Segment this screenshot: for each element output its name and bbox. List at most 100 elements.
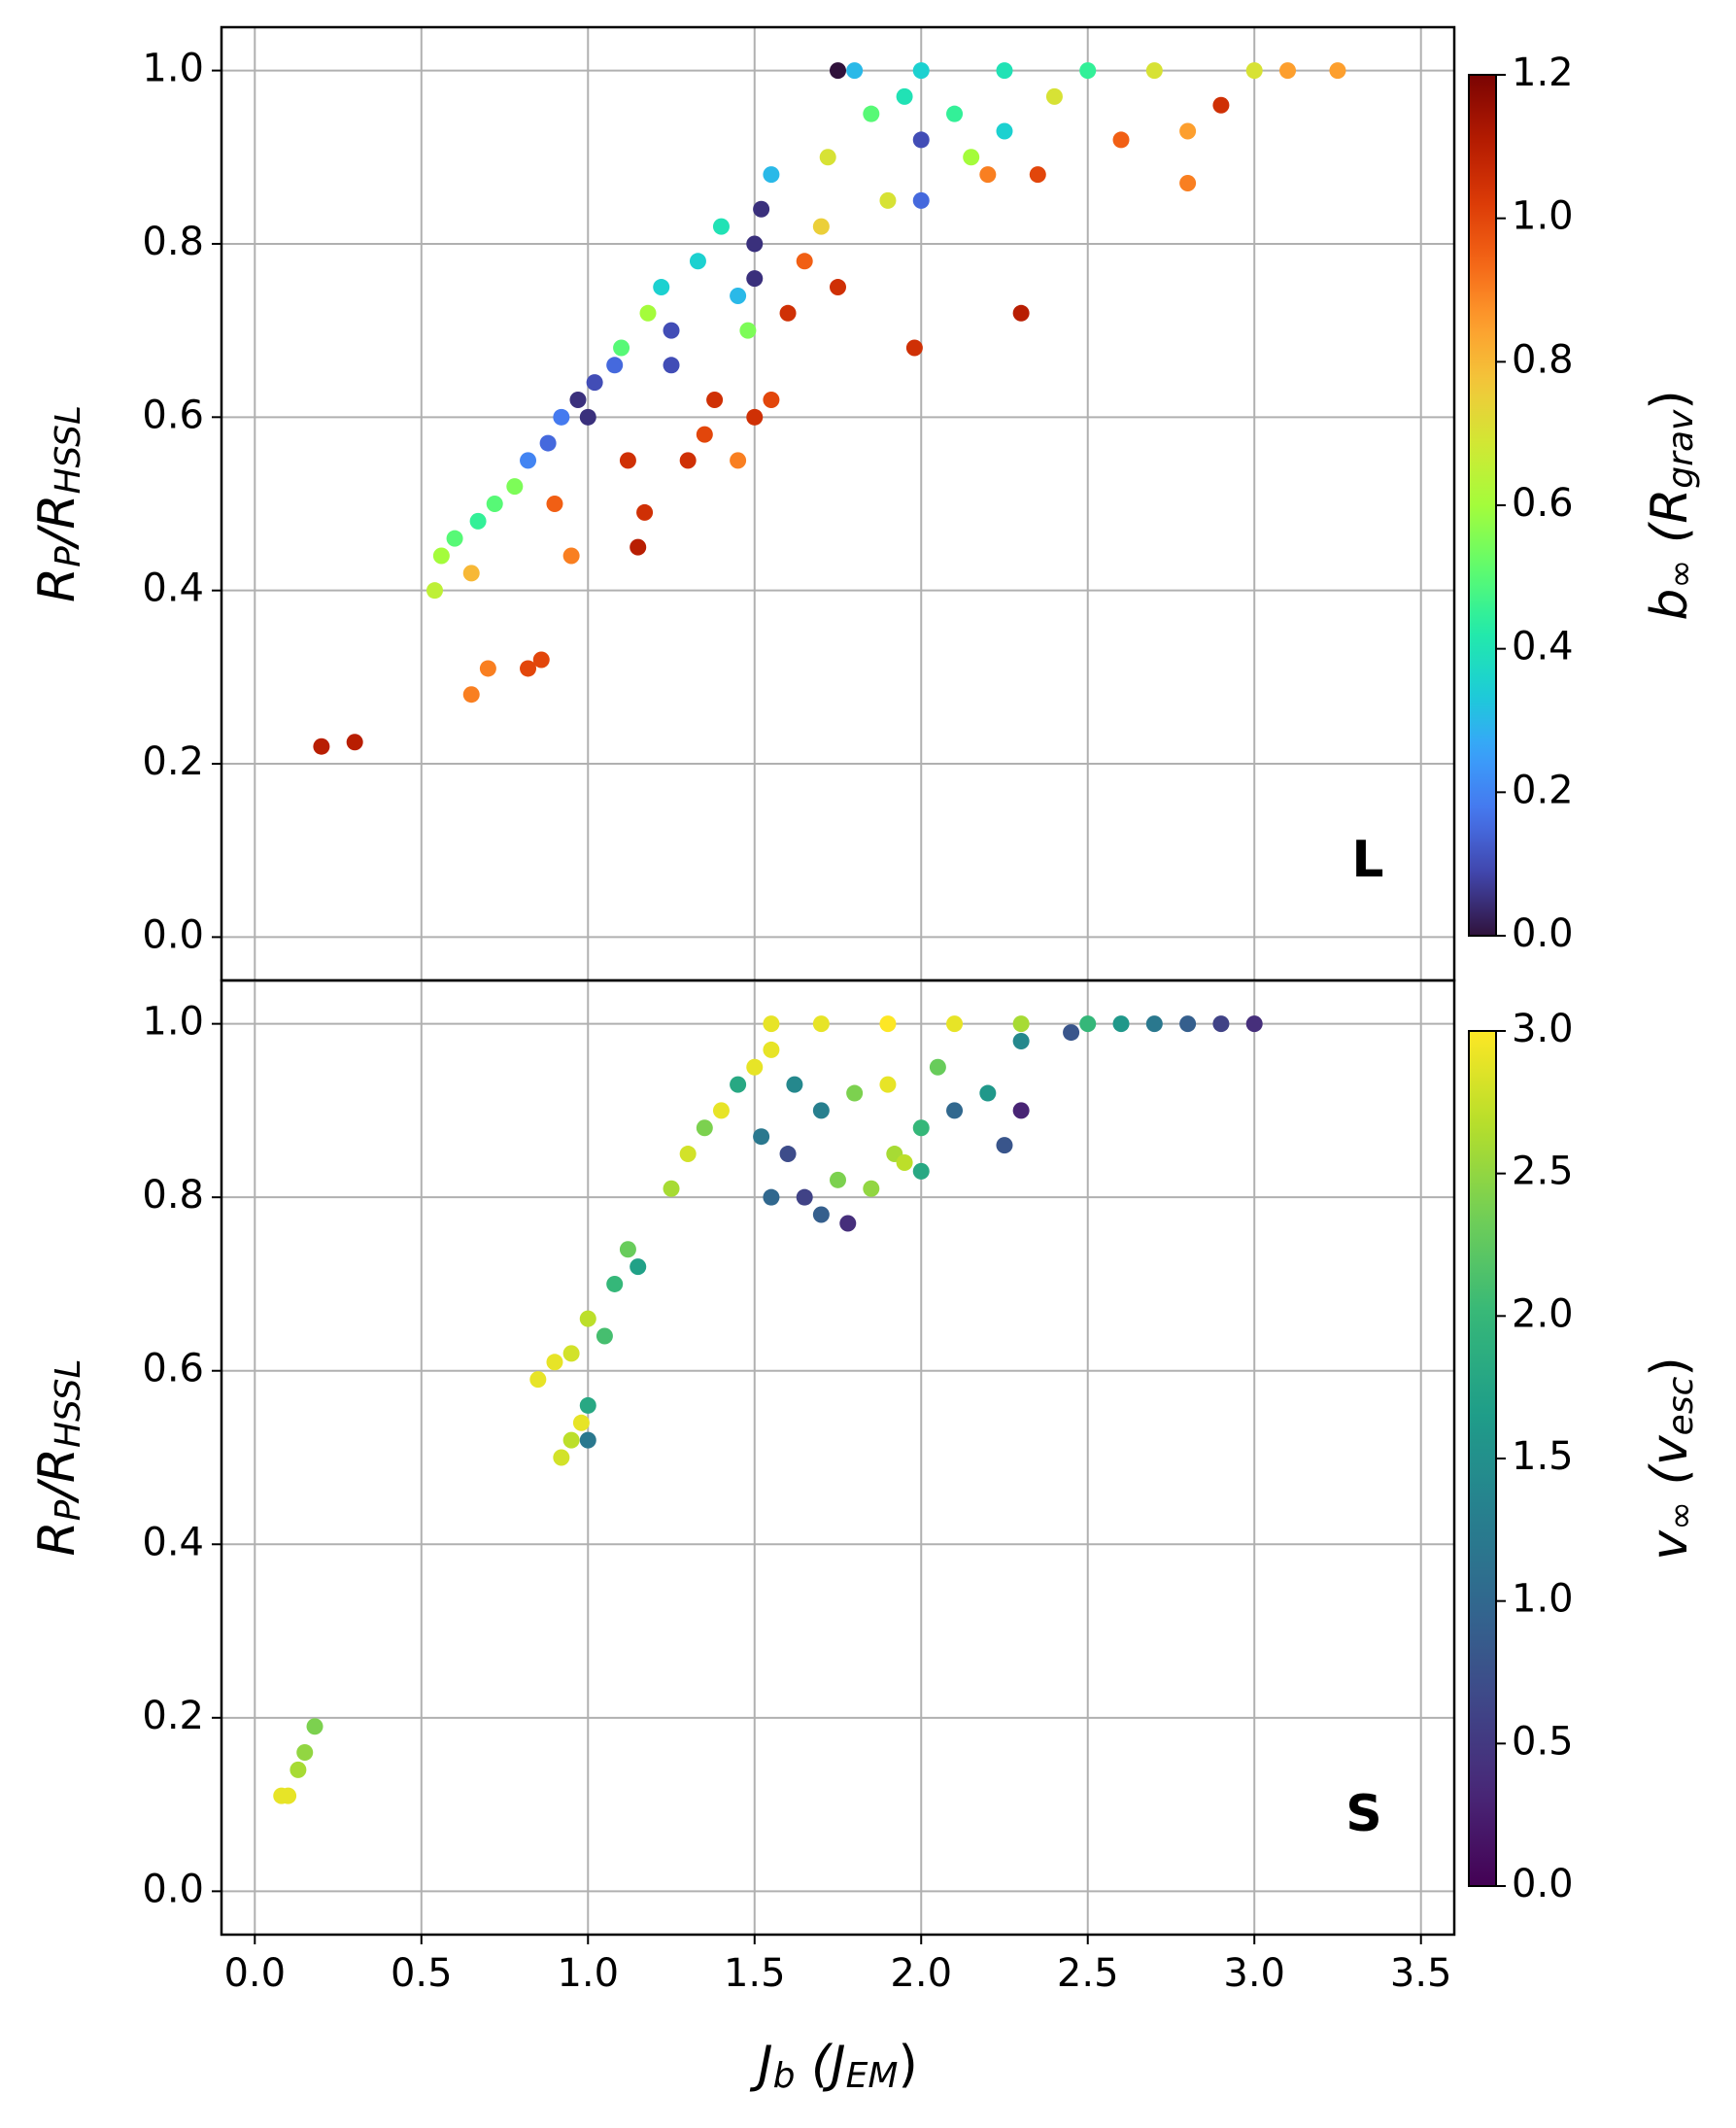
colorbar-label: b∞ (Rgrav): [1641, 390, 1701, 620]
point: [946, 1015, 964, 1033]
point: [879, 1076, 897, 1093]
panel-annotation: S: [1345, 1785, 1381, 1843]
y-tick-label: 1.0: [142, 1000, 204, 1045]
point: [1179, 122, 1197, 140]
point: [486, 496, 503, 512]
y-tick-label: 0.8: [142, 220, 204, 264]
point: [426, 582, 444, 600]
label-text: ): [1641, 1356, 1699, 1376]
point: [979, 1084, 997, 1102]
point: [879, 191, 897, 209]
label-subscript: ∞: [1661, 560, 1701, 589]
point: [912, 1119, 930, 1137]
point: [663, 1180, 680, 1197]
point: [553, 1449, 570, 1466]
label-text: ): [1641, 390, 1699, 409]
plot-frame: [220, 25, 1456, 982]
colorbar-tick-label: 3.0: [1512, 1007, 1574, 1051]
point: [613, 339, 630, 357]
label-text: b: [1641, 589, 1699, 621]
y-tick-label: 0.6: [142, 393, 204, 437]
point: [1012, 304, 1030, 322]
point: [569, 391, 587, 408]
colorbar-tick-label: 2.5: [1512, 1150, 1574, 1194]
label-subscript: HSSL: [49, 405, 88, 495]
point: [529, 1371, 547, 1389]
label-text: R: [28, 1521, 86, 1556]
point: [746, 235, 764, 253]
point: [1179, 175, 1197, 192]
point: [746, 270, 764, 288]
x-tick-label: 1.0: [557, 1951, 619, 1996]
point: [830, 62, 846, 80]
point: [606, 1275, 624, 1292]
colorbar-tick-label: 1.2: [1512, 51, 1574, 95]
point: [946, 1102, 964, 1119]
point: [546, 496, 563, 512]
label-subscript: grav: [1661, 409, 1701, 489]
point: [579, 1396, 596, 1414]
label-subscript: HSSL: [49, 1358, 88, 1448]
point: [562, 1345, 580, 1362]
label-subscript: ∞: [1661, 1501, 1701, 1530]
point: [619, 452, 636, 469]
point: [346, 734, 363, 751]
point: [1063, 1024, 1080, 1042]
point: [905, 339, 923, 357]
point: [572, 1414, 590, 1431]
colorbar-tick-label: 1.0: [1512, 194, 1574, 239]
x-tick-label: 3.0: [1223, 1951, 1285, 1996]
point: [1079, 62, 1097, 80]
point: [1112, 131, 1130, 149]
x-tick-label: 1.5: [724, 1951, 786, 1996]
point: [812, 218, 830, 235]
point: [1212, 96, 1230, 114]
colorbar-tick-label: 0.6: [1512, 481, 1574, 526]
label-text: /R: [28, 495, 86, 551]
point: [1045, 87, 1063, 105]
point: [712, 1102, 730, 1119]
point: [763, 391, 780, 408]
point: [830, 279, 846, 296]
point: [579, 408, 596, 426]
point: [1279, 62, 1297, 80]
point: [630, 538, 647, 556]
point: [679, 452, 697, 469]
label-text: R: [28, 567, 86, 602]
colorbar-tick-label: 0.5: [1512, 1719, 1574, 1764]
point: [946, 105, 964, 122]
point: [663, 322, 680, 339]
point: [912, 131, 930, 149]
point: [586, 374, 603, 392]
point: [753, 200, 770, 218]
y-tick-label: 1.0: [142, 47, 204, 91]
colorbar-tick-label: 0.2: [1512, 768, 1574, 812]
point: [1145, 62, 1163, 80]
point: [553, 408, 570, 426]
point: [462, 565, 480, 582]
point: [846, 1084, 864, 1102]
point: [1329, 62, 1346, 80]
label-text: J: [749, 2036, 772, 2094]
point: [1079, 1015, 1097, 1033]
point: [846, 62, 864, 80]
label-subscript: b: [773, 2056, 796, 2096]
point: [812, 1206, 830, 1223]
point: [663, 357, 680, 374]
points: [313, 62, 1346, 755]
label-text: (R: [1641, 489, 1699, 560]
points: [273, 1015, 1263, 1804]
colorbar-tick-label: 0.0: [1512, 911, 1574, 956]
point: [730, 1076, 747, 1093]
point: [689, 253, 706, 270]
y-tick-label: 0.4: [142, 566, 204, 611]
label-text: (v: [1641, 1434, 1699, 1501]
point: [763, 1041, 780, 1058]
point: [639, 304, 657, 322]
y-tick-label: 0.6: [142, 1347, 204, 1391]
point: [306, 1718, 323, 1735]
point: [812, 1015, 830, 1033]
point: [1012, 1015, 1030, 1033]
point: [636, 503, 654, 521]
point: [619, 1241, 636, 1258]
